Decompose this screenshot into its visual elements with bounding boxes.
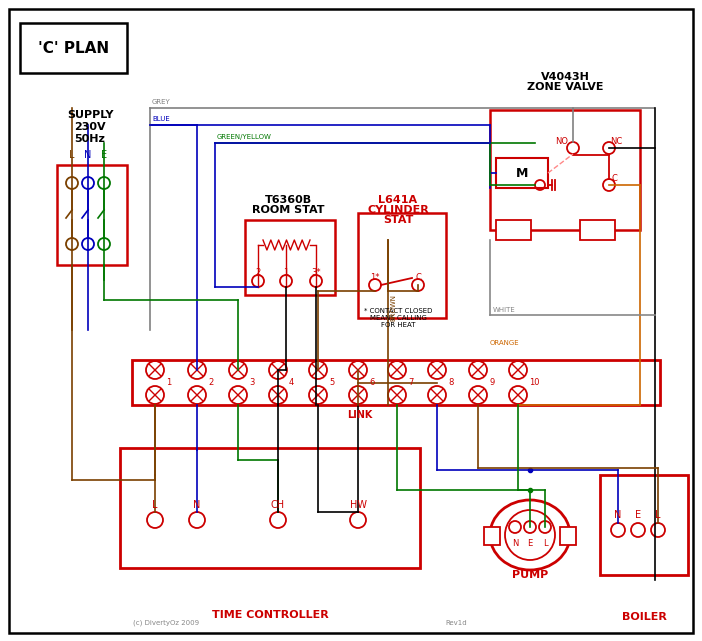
- Text: 6: 6: [369, 378, 374, 387]
- Text: 3*: 3*: [311, 267, 321, 276]
- Text: L: L: [655, 510, 661, 520]
- Text: * CONTACT CLOSED
MEANS CALLING
FOR HEAT: * CONTACT CLOSED MEANS CALLING FOR HEAT: [364, 308, 432, 328]
- Bar: [358, 213, 446, 318]
- Text: 10: 10: [529, 378, 540, 387]
- Text: N: N: [614, 510, 622, 520]
- Text: 8: 8: [448, 378, 453, 387]
- Bar: [245, 220, 335, 295]
- Text: BLUE: BLUE: [152, 116, 170, 122]
- Text: 4: 4: [289, 378, 294, 387]
- Text: NO: NO: [555, 137, 568, 146]
- Text: GREY: GREY: [152, 99, 171, 105]
- Bar: [57, 165, 127, 265]
- Bar: [484, 527, 500, 545]
- Text: V4043H: V4043H: [541, 72, 590, 82]
- Text: 9: 9: [489, 378, 494, 387]
- Text: C: C: [612, 174, 618, 183]
- Text: SUPPLY: SUPPLY: [67, 110, 113, 120]
- Text: (c) DivertyOz 2009: (c) DivertyOz 2009: [133, 620, 199, 626]
- Text: 1: 1: [166, 378, 171, 387]
- Text: ORANGE: ORANGE: [490, 340, 519, 346]
- Text: T6360B: T6360B: [265, 195, 312, 205]
- Bar: [580, 220, 615, 240]
- Text: 5: 5: [329, 378, 334, 387]
- Text: E: E: [635, 510, 641, 520]
- Text: L: L: [152, 500, 158, 510]
- Text: N: N: [84, 150, 92, 160]
- Text: E: E: [527, 538, 533, 547]
- Text: 50Hz: 50Hz: [74, 134, 105, 144]
- Text: N: N: [512, 538, 518, 547]
- Text: 7: 7: [408, 378, 413, 387]
- Text: CH: CH: [271, 500, 285, 510]
- Text: 1*: 1*: [370, 272, 380, 281]
- Bar: [132, 360, 660, 405]
- Text: ZONE VALVE: ZONE VALVE: [526, 82, 603, 92]
- Bar: [120, 448, 420, 568]
- Text: L: L: [69, 150, 74, 160]
- Bar: [496, 220, 531, 240]
- Text: LINK: LINK: [347, 410, 373, 420]
- Text: E: E: [101, 150, 107, 160]
- Text: STAT: STAT: [383, 215, 413, 225]
- Text: L641A: L641A: [378, 195, 418, 205]
- Text: 3: 3: [249, 378, 254, 387]
- Text: HW: HW: [350, 500, 366, 510]
- Bar: [560, 527, 576, 545]
- Text: GREEN/YELLOW: GREEN/YELLOW: [217, 134, 272, 140]
- Bar: [600, 475, 688, 575]
- Bar: [490, 110, 640, 230]
- Text: N: N: [193, 500, 201, 510]
- Text: WHITE: WHITE: [493, 307, 516, 313]
- Text: PUMP: PUMP: [512, 570, 548, 580]
- Text: CYLINDER: CYLINDER: [367, 205, 429, 215]
- Text: 2: 2: [256, 267, 260, 276]
- Text: L: L: [543, 538, 548, 547]
- Text: 1: 1: [284, 267, 289, 276]
- Bar: [496, 158, 548, 188]
- Text: ROOM STAT: ROOM STAT: [252, 205, 324, 215]
- Text: 'C' PLAN: 'C' PLAN: [39, 40, 110, 56]
- Text: Rev1d: Rev1d: [445, 620, 467, 626]
- Text: 230V: 230V: [74, 122, 106, 132]
- Text: NC: NC: [610, 137, 622, 146]
- Text: 2: 2: [208, 378, 213, 387]
- Text: BOILER: BOILER: [621, 612, 666, 622]
- Text: C: C: [415, 272, 421, 281]
- Text: BROWN: BROWN: [390, 294, 396, 321]
- Text: TIME CONTROLLER: TIME CONTROLLER: [211, 610, 329, 620]
- Bar: [20, 23, 127, 73]
- Text: M: M: [516, 167, 528, 179]
